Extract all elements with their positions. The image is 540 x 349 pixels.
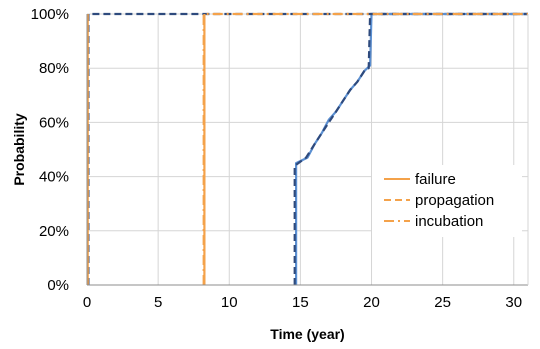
- y-tick-label: 40%: [39, 169, 69, 186]
- axes: [86, 14, 529, 286]
- x-tick-label: 25: [434, 294, 451, 311]
- legend-label-failure: failure: [415, 171, 456, 188]
- legend: failure propagation incubation: [372, 165, 522, 237]
- legend-label-propagation: propagation: [415, 192, 494, 209]
- y-tick-label: 100%: [31, 6, 69, 23]
- y-tick-label: 0%: [47, 277, 69, 294]
- x-tick-label: 15: [292, 294, 309, 311]
- tick-labels: 0 5 10 15 20 25 30 0% 20% 40% 60% 80% 100%: [31, 6, 522, 311]
- y-tick-label: 80%: [39, 60, 69, 77]
- legend-label-incubation: incubation: [415, 213, 483, 230]
- x-tick-label: 5: [154, 294, 162, 311]
- series-line-propagation: [293, 12, 528, 285]
- y-axis-title: Probability: [11, 113, 27, 186]
- series-line-incubation: [202, 12, 528, 285]
- x-tick-label: 20: [363, 294, 380, 311]
- series-line-failure: [295, 12, 528, 285]
- step-line-0: [87, 12, 528, 285]
- series-lines: [86, 12, 528, 285]
- x-tick-label: 0: [83, 294, 91, 311]
- x-tick-label: 30: [505, 294, 522, 311]
- x-axis-title: Time (year): [270, 326, 344, 342]
- x-tick-label: 10: [221, 294, 238, 311]
- grid: [87, 13, 528, 286]
- y-tick-label: 60%: [39, 114, 69, 131]
- y-tick-label: 20%: [39, 223, 69, 240]
